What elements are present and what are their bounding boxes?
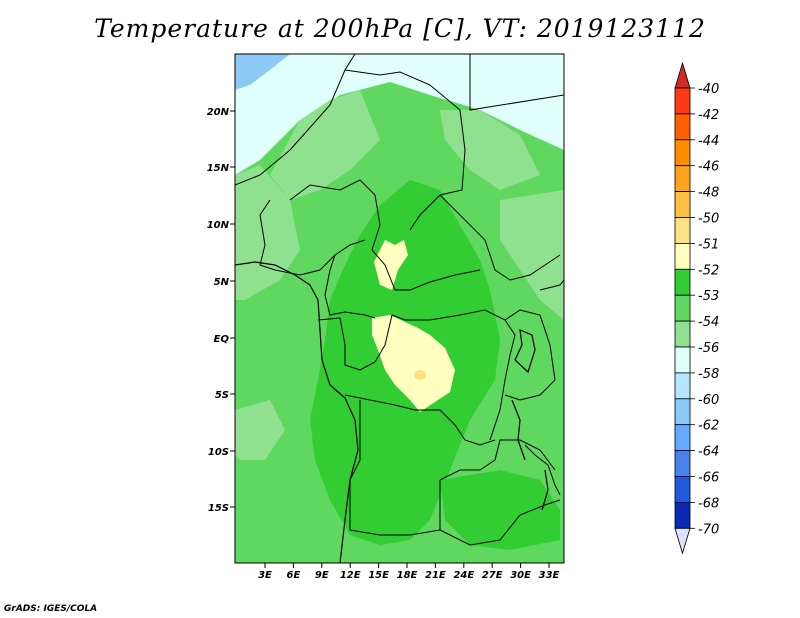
field-minus50-spot xyxy=(414,370,426,380)
field-minus53-west xyxy=(235,165,300,300)
colorbar-label: -53 xyxy=(698,289,719,304)
field-minus51-north-patch xyxy=(374,240,408,290)
colorbar-swatch xyxy=(674,320,691,348)
colorbar-label: -70 xyxy=(698,522,719,537)
colorbar-label: -46 xyxy=(698,160,719,175)
border-nigeria xyxy=(259,199,366,276)
longitude-axis: 3E 6E 9E 12E 15E 18E 21E 24E 27E 30E 33E xyxy=(258,563,560,581)
map-frame xyxy=(234,53,565,564)
colorbar-label: -52 xyxy=(698,263,719,278)
lat-label: 20N xyxy=(207,107,230,118)
field-minus53-streak-b xyxy=(440,110,540,190)
colorbar-label: -64 xyxy=(698,445,719,460)
lon-label: 18E xyxy=(397,570,418,581)
atlantic-coastline xyxy=(235,261,359,563)
colorbar-swatch xyxy=(674,372,691,400)
lon-label: 9E xyxy=(315,570,329,581)
field-minus54-north xyxy=(235,54,564,175)
colorbar: -40 -42 -44 -46 -48 -50 -51 -52 -53 -54 -56 -58 -60 -… xyxy=(674,61,719,555)
colorbar-swatch xyxy=(674,139,691,167)
colorbar-swatch xyxy=(674,450,691,477)
colorbar-swatch xyxy=(674,294,691,322)
colorbar-label: -51 xyxy=(698,237,719,252)
colorbar-label: -56 xyxy=(698,341,719,356)
border-zambia xyxy=(439,439,556,481)
field-minus51-central-patch xyxy=(372,315,455,412)
border-drc-angola xyxy=(344,394,496,446)
colorbar-swatch xyxy=(674,476,691,503)
border-sudan-south xyxy=(439,194,561,281)
border-cameroon xyxy=(324,254,376,319)
field-minus56-corner xyxy=(235,54,290,90)
colorbar-swatch xyxy=(674,87,691,115)
border-chad-libya xyxy=(344,69,466,231)
lat-label: 5S xyxy=(215,390,229,401)
lon-label: 3E xyxy=(258,570,272,581)
colorbar-swatch xyxy=(674,346,691,374)
colorbar-swatch xyxy=(674,501,691,529)
colorbar-label: -42 xyxy=(698,108,719,123)
border-niger-algeria xyxy=(235,54,356,186)
lake-tanganyika xyxy=(511,399,526,461)
colorbar-label: -58 xyxy=(698,367,719,382)
lat-label: 10S xyxy=(208,447,229,458)
border-nigeria-niger xyxy=(289,179,381,251)
lon-label: 12E xyxy=(340,570,361,581)
lon-label: 27E xyxy=(482,570,503,581)
lon-label: 33E xyxy=(539,570,560,581)
lat-label: 5N xyxy=(214,277,230,288)
border-car xyxy=(371,249,481,291)
colorbar-label: -68 xyxy=(698,496,719,511)
field-minus53-southwest xyxy=(235,400,285,460)
lat-label: 15N xyxy=(207,163,230,174)
border-mozambique xyxy=(524,444,561,496)
lon-label: 21E xyxy=(425,570,446,581)
colorbar-swatch xyxy=(674,424,691,452)
colorbar-bottom-arrow xyxy=(674,527,691,555)
temperature-fields xyxy=(235,54,564,563)
colorbar-label: -50 xyxy=(698,212,719,227)
field-minus53-streak-a xyxy=(270,90,380,200)
border-ethiopia xyxy=(539,279,564,291)
border-southern xyxy=(439,499,561,546)
country-borders xyxy=(235,54,564,546)
colorbar-top-arrow xyxy=(674,61,691,89)
colorbar-swatch xyxy=(674,165,691,192)
lake-victoria xyxy=(514,329,536,374)
chart-title: Temperature at 200hPa [C], VT: 201912311… xyxy=(94,14,706,43)
colorbar-swatch xyxy=(674,398,691,426)
colorbar-label: -48 xyxy=(698,186,719,201)
lon-label: 30E xyxy=(510,570,531,581)
colorbar-label: -44 xyxy=(698,134,719,149)
lake-malawi xyxy=(541,469,549,511)
colorbar-swatch xyxy=(674,268,691,296)
lon-label: 15E xyxy=(368,570,389,581)
colorbar-swatch xyxy=(674,242,691,270)
colorbar-swatch xyxy=(674,113,691,141)
grads-credit: GrADS: IGES/COLA xyxy=(4,604,98,614)
colorbar-swatch xyxy=(674,217,691,244)
colorbar-label: -66 xyxy=(698,471,719,486)
field-minus52-south xyxy=(440,470,560,550)
border-east-africa xyxy=(504,309,556,401)
latitude-axis: 20N 15N 10N 5N EQ 5S 10S 15S xyxy=(207,107,235,514)
lat-label: EQ xyxy=(214,334,230,345)
lat-label: 10N xyxy=(207,220,230,231)
lon-label: 24E xyxy=(453,570,474,581)
colorbar-swatch xyxy=(674,191,691,218)
colorbar-label: -62 xyxy=(698,419,719,434)
border-gabon-congo xyxy=(317,314,393,371)
lon-label: 6E xyxy=(287,570,301,581)
lat-label: 15S xyxy=(208,503,229,514)
colorbar-label: -54 xyxy=(698,315,719,330)
border-egypt-sudan xyxy=(469,54,564,111)
colorbar-label: -60 xyxy=(698,393,719,408)
border-angola xyxy=(349,400,441,536)
colorbar-label: -40 xyxy=(698,82,719,97)
